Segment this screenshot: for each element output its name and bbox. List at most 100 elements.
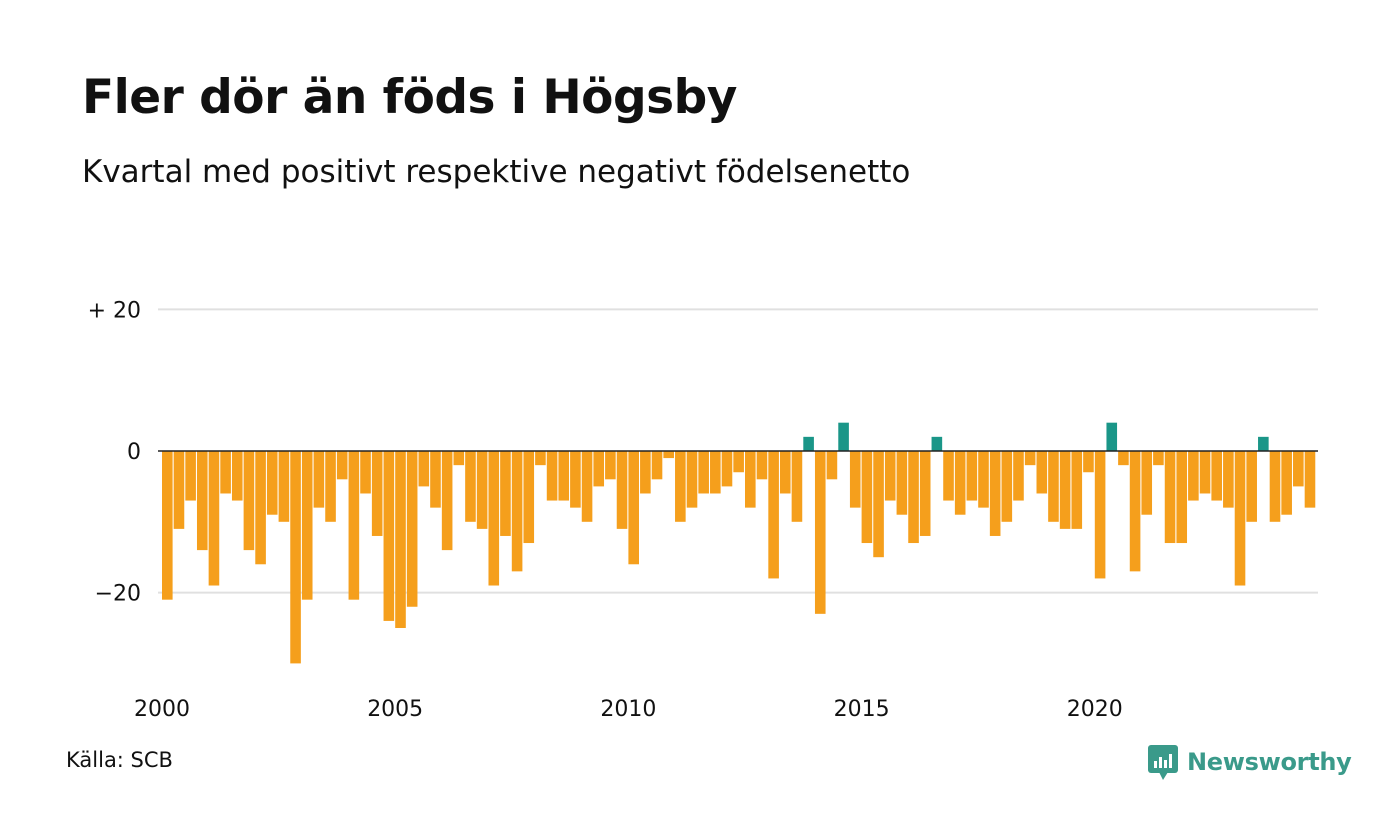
bar <box>861 451 873 544</box>
bar <box>301 451 313 600</box>
bar <box>243 451 255 551</box>
bar <box>1176 451 1188 544</box>
bar <box>1281 451 1292 515</box>
bar <box>336 451 348 480</box>
bar <box>162 451 173 600</box>
bar <box>535 451 546 466</box>
bar <box>1293 451 1304 487</box>
x-tick-label: 2020 <box>1067 697 1123 722</box>
y-tick-label: −20 <box>95 582 141 607</box>
bar <box>1129 451 1141 572</box>
bar <box>616 451 628 529</box>
bar <box>1258 436 1269 451</box>
bar <box>733 451 744 473</box>
bar <box>651 451 663 480</box>
bar <box>605 451 616 480</box>
bar <box>360 451 371 494</box>
bar <box>348 451 360 600</box>
bar <box>814 451 826 614</box>
bar <box>745 451 756 508</box>
bar <box>523 451 535 544</box>
bar <box>453 451 465 466</box>
bar <box>954 451 966 515</box>
bar <box>721 451 733 487</box>
y-tick-label: 0 <box>127 440 141 465</box>
bar <box>1246 451 1257 522</box>
bar <box>803 436 814 451</box>
bar <box>1118 451 1129 466</box>
bar <box>1071 451 1083 529</box>
bar <box>826 451 838 480</box>
bar <box>1223 451 1234 508</box>
bar <box>1036 451 1048 494</box>
newsworthy-logo-icon <box>1148 745 1178 780</box>
bar <box>255 451 266 565</box>
bar <box>1013 451 1024 501</box>
bar <box>1059 451 1071 529</box>
bar <box>1164 451 1176 544</box>
bar <box>546 451 558 501</box>
bar <box>441 451 453 551</box>
bar <box>581 451 593 522</box>
bar <box>779 451 791 494</box>
bar <box>278 451 290 522</box>
bar <box>698 451 709 494</box>
bar <box>488 451 500 586</box>
bar <box>1083 451 1094 473</box>
bar <box>686 451 698 508</box>
bar <box>313 451 325 508</box>
bar <box>500 451 511 536</box>
bar <box>1048 451 1059 522</box>
bar <box>791 451 803 522</box>
x-tick-label: 2005 <box>367 697 423 722</box>
bar <box>838 422 849 451</box>
y-tick-label: + 20 <box>88 298 141 323</box>
bar <box>1001 451 1013 522</box>
bar <box>1188 451 1199 501</box>
bar <box>593 451 605 487</box>
bar <box>1269 451 1281 522</box>
chart-subtitle: Kvartal med positivt respektive negativt… <box>82 154 911 190</box>
bar <box>710 451 721 494</box>
bar <box>884 451 896 501</box>
bar <box>1094 451 1106 579</box>
brand-logo[interactable]: Newsworthy <box>1148 742 1352 782</box>
bar <box>756 451 768 480</box>
bar <box>978 451 989 508</box>
bar <box>663 451 674 459</box>
bar <box>476 451 488 529</box>
bar <box>1141 451 1153 515</box>
brand-name: Newsworthy <box>1187 748 1352 776</box>
bar <box>173 451 185 529</box>
bar <box>558 451 570 501</box>
bar <box>1304 451 1316 508</box>
bar <box>908 451 919 544</box>
bars <box>162 422 1316 664</box>
bar <box>185 451 196 501</box>
bar <box>931 436 943 451</box>
bar <box>966 451 978 501</box>
bar <box>465 451 476 522</box>
bar <box>943 451 954 501</box>
axes: + 20 0 −20 2000 2005 2010 2015 2020 <box>88 298 1318 722</box>
bar <box>325 451 336 522</box>
bar <box>1106 422 1118 451</box>
bar <box>873 451 884 558</box>
bar <box>675 451 686 522</box>
bar <box>208 451 220 586</box>
bar <box>896 451 908 515</box>
bar <box>768 451 779 579</box>
bar <box>395 451 406 628</box>
bar <box>1153 451 1164 466</box>
source-note: Källa: SCB <box>66 748 173 772</box>
x-tick-label: 2000 <box>134 697 190 722</box>
bar <box>570 451 581 508</box>
bar <box>640 451 651 494</box>
bar <box>1211 451 1222 501</box>
bar <box>849 451 861 508</box>
bar <box>231 451 243 501</box>
bar <box>919 451 931 536</box>
chart-title: Fler dör än föds i Högsby <box>82 70 737 125</box>
x-tick-label: 2010 <box>600 697 656 722</box>
